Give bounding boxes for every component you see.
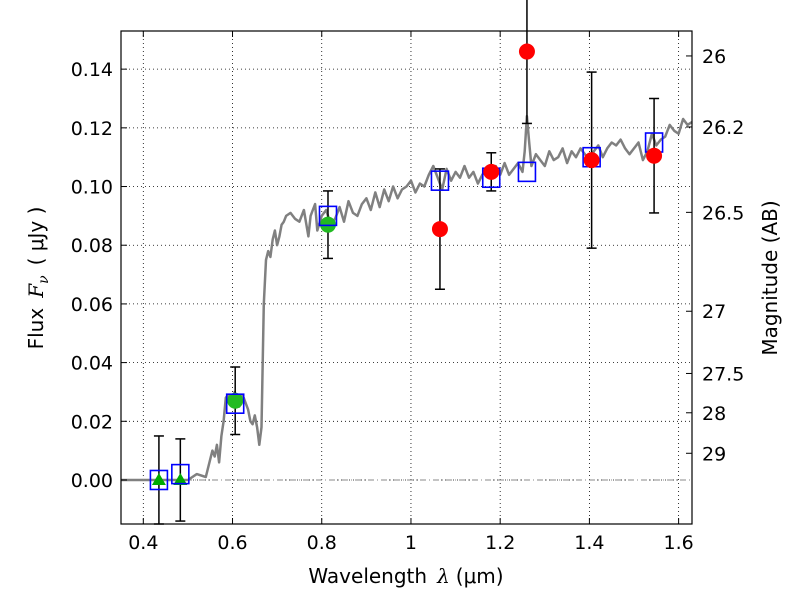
- observed-red-marker: [518, 43, 535, 60]
- observed-red-marker: [431, 221, 448, 238]
- x-axis-unit: (μm): [456, 564, 504, 588]
- model-square-marker: [225, 393, 245, 414]
- observed-red-marker: [646, 147, 663, 164]
- y-axis-title-left: Flux Fν ( μJy ): [24, 207, 52, 350]
- x-tick-label: 0.4: [128, 532, 158, 554]
- y-tick-label: 0.04: [71, 353, 113, 375]
- observed-triangle-marker: [151, 472, 166, 485]
- mag-tick-label: 26.2: [702, 117, 744, 139]
- observed-red-marker: [483, 163, 500, 180]
- x-tick-label: 0.6: [217, 532, 247, 554]
- axes-frame: [120, 30, 693, 525]
- y-axis-symbol: F: [24, 283, 48, 299]
- mag-tick-label: 28: [702, 403, 726, 425]
- plot-area: [121, 0, 693, 525]
- mag-tick-label: 26.5: [702, 202, 744, 224]
- mag-tick-label: 26: [702, 46, 726, 68]
- mag-tick-label: 27: [702, 301, 726, 323]
- y-tick-label: 0.14: [71, 59, 113, 81]
- observed-green-marker: [227, 392, 244, 409]
- x-tick-label: 1: [405, 532, 417, 554]
- y-tick-label: 0.00: [71, 470, 113, 492]
- model-square-marker: [318, 205, 338, 227]
- x-axis-symbol: λ: [436, 564, 450, 588]
- y-axis-subscript: ν: [36, 275, 52, 284]
- y-axis-title-right: Magnitude (AB): [758, 200, 782, 355]
- x-tick-label: 1.6: [664, 532, 694, 554]
- y-tick-label: 0.12: [71, 118, 113, 140]
- observed-red-marker: [583, 152, 600, 169]
- model-square-marker: [517, 161, 537, 183]
- mag-tick-label: 27.5: [702, 363, 744, 385]
- x-tick-label: 0.8: [307, 532, 337, 554]
- y-tick-label: 0.10: [71, 177, 113, 199]
- model-square-marker: [171, 463, 190, 485]
- model-square-marker: [430, 170, 450, 191]
- y-axis-unit: ( μJy ): [24, 207, 48, 266]
- mag-tick-label: 29: [702, 443, 726, 465]
- x-axis-label: Wavelength: [308, 564, 427, 588]
- y-axis-label: Flux: [24, 308, 48, 350]
- x-tick-label: 1.4: [574, 532, 604, 554]
- x-axis-title: Wavelength λ (μm): [308, 564, 503, 588]
- ticks: 0.4 0.6 0.8 1 1.2 1.4 1.6 0.00 0.02 0.04 0.06 0.08 0…: [71, 31, 744, 554]
- model-square-marker: [149, 469, 169, 491]
- observed-triangle-marker: [173, 472, 188, 485]
- y-tick-label: 0.06: [71, 294, 113, 316]
- y-tick-label: 0.02: [71, 411, 113, 433]
- x-tick-label: 1.2: [485, 532, 515, 554]
- y-tick-label: 0.08: [71, 235, 113, 257]
